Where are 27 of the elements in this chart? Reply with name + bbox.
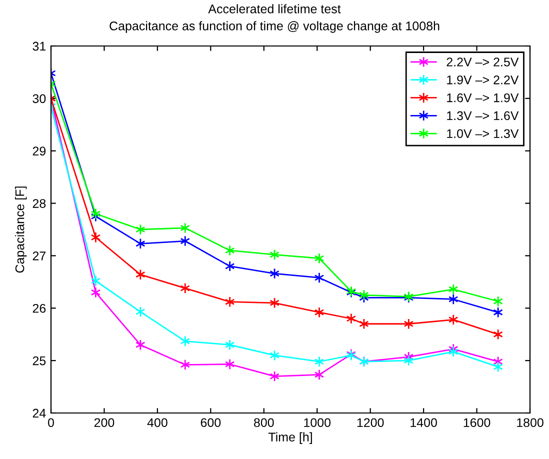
legend-label: 1.6V –> 1.9V <box>447 93 519 102</box>
y-tick-label: 27 <box>32 252 46 260</box>
y-tick-label: 30 <box>32 94 46 104</box>
chart-title: Accelerated lifetime test <box>208 4 341 14</box>
legend-label: 2.2V –> 2.5V <box>446 58 519 66</box>
x-tick-label: 1200 <box>357 418 384 428</box>
y-tick-label: 24 <box>32 408 46 418</box>
x-tick-label: 0 <box>48 418 54 428</box>
x-axis-title: Time [h] <box>268 432 312 444</box>
y-tick-label: 28 <box>32 199 46 208</box>
x-tick-label: 600 <box>200 418 221 428</box>
y-tick-label: 25 <box>32 356 46 366</box>
x-tick-label: 1800 <box>517 418 544 428</box>
x-tick-label: 400 <box>147 418 168 428</box>
chart-subtitle: Capacitance as function of time @ voltage change at 1008h <box>110 21 440 33</box>
y-tick-label: 31 <box>32 42 46 51</box>
legend-label: 1.0V –> 1.3V <box>447 129 519 138</box>
x-tick-label: 1400 <box>410 418 437 428</box>
x-tick-label: 800 <box>254 418 274 428</box>
y-tick-label: 29 <box>32 146 46 156</box>
x-tick-label: 1000 <box>304 418 331 428</box>
x-tick-label: 1600 <box>464 418 490 428</box>
legend-label: 1.9V –> 2.2V <box>447 75 519 84</box>
legend-label: 1.3V –> 1.6V <box>447 111 519 120</box>
y-tick-label: 26 <box>32 304 46 313</box>
y-axis-title: Capacitance [F] <box>15 186 27 273</box>
x-tick-label: 200 <box>94 418 114 428</box>
